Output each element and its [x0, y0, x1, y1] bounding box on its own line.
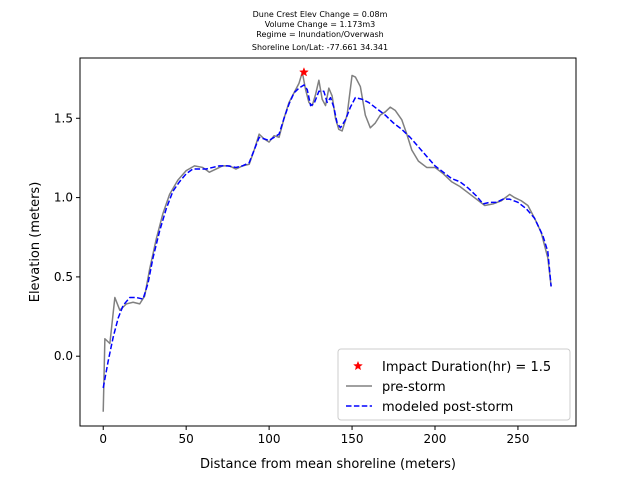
y-axis-label: Elevation (meters) [28, 182, 43, 303]
x-tick-label: 250 [506, 432, 529, 446]
series-line-pre-storm [102, 71, 552, 412]
x-tick-label: 150 [341, 432, 364, 446]
x-tick-label: 0 [99, 432, 107, 446]
legend-label-impact-duration-hr-1-5: Impact Duration(hr) = 1.5 [382, 360, 551, 375]
y-tick-label: 0.5 [54, 270, 73, 284]
y-tick-label: 1.5 [54, 111, 73, 125]
title-line-1: Dune Crest Elev Change = 0.08m [253, 10, 388, 19]
y-axis-ticks: 0.0 0.5 1.0 1.5 [54, 111, 80, 363]
legend-frame [337, 348, 571, 421]
chart-legend: Impact Duration(hr) = 1.5 pre-storm modele… [337, 348, 571, 421]
marker-layer [298, 67, 309, 77]
legend-label-pre-storm: pre-storm [382, 380, 446, 395]
x-tick-label: 50 [179, 432, 194, 446]
x-tick-label: 200 [424, 432, 447, 446]
series-line-modeled-post-storm [102, 84, 552, 389]
title-line-4: Shoreline Lon/Lat: -77.661 34.341 [252, 43, 388, 52]
title-line-2: Volume Change = 1.173m3 [265, 20, 376, 29]
impact-star-marker [298, 67, 309, 77]
legend-key-impact-duration-hr-1-5 [353, 360, 363, 371]
y-tick-label: 1.0 [54, 191, 73, 205]
series-layer [102, 71, 552, 412]
chart-title: Dune Crest Elev Change = 0.08m Volume Ch… [252, 10, 388, 52]
legend-label-modeled-post-storm: modeled post-storm [382, 400, 513, 415]
title-line-3: Regime = Inundation/Overwash [256, 30, 383, 39]
x-axis-ticks: 0 50 100 150 200 250 [99, 426, 529, 446]
plot-frame [79, 57, 577, 427]
x-axis-label: Distance from mean shoreline (meters) [200, 457, 456, 472]
x-tick-label: 100 [258, 432, 281, 446]
y-tick-label: 0.0 [54, 349, 73, 363]
